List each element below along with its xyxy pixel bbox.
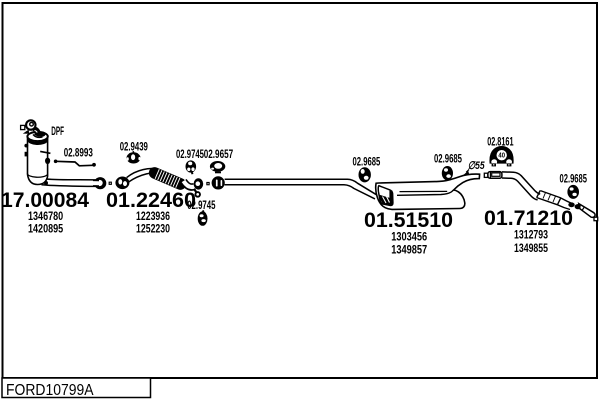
svg-text:1312793: 1312793 (514, 228, 548, 242)
svg-text:17.00084: 17.00084 (1, 189, 89, 212)
svg-text:02.9657: 02.9657 (204, 147, 234, 161)
svg-text:01.71210: 01.71210 (484, 207, 573, 230)
svg-text:02.8161: 02.8161 (487, 134, 513, 148)
svg-text:02.9745: 02.9745 (176, 147, 204, 161)
svg-text:01.51510: 01.51510 (364, 209, 453, 232)
svg-text:40: 40 (498, 153, 505, 160)
svg-text:∅55: ∅55 (468, 160, 485, 172)
svg-text:FORD10799A: FORD10799A (6, 382, 94, 399)
svg-text:02.8993: 02.8993 (64, 146, 93, 160)
svg-text:02.9439: 02.9439 (120, 140, 148, 154)
svg-text:1303456: 1303456 (391, 230, 427, 244)
svg-text:1252230: 1252230 (136, 222, 170, 236)
svg-text:DPF: DPF (51, 124, 64, 138)
svg-text:02.9745: 02.9745 (187, 198, 216, 212)
svg-text:1349855: 1349855 (514, 241, 548, 255)
svg-text:1349857: 1349857 (391, 242, 427, 256)
svg-text:02.9685: 02.9685 (434, 152, 462, 166)
svg-text:1223936: 1223936 (136, 209, 170, 223)
svg-text:02.9685: 02.9685 (560, 172, 588, 186)
svg-text:1346780: 1346780 (28, 209, 63, 223)
svg-text:02.9685: 02.9685 (353, 155, 381, 169)
svg-text:1420895: 1420895 (28, 222, 63, 236)
svg-text:01.22460: 01.22460 (106, 189, 196, 212)
